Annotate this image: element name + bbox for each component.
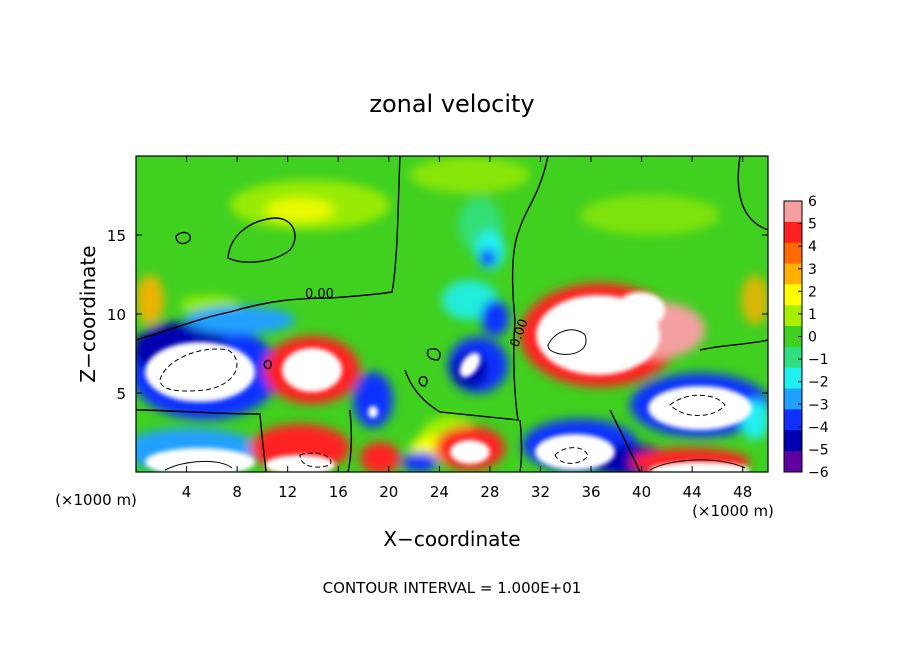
x-unit-label-left: (×1000 m) [55,491,137,509]
x-axis-label: X−coordinate [383,527,520,551]
y-axis-label: Z−coordinate [76,245,100,382]
colorbar-swatch [784,242,802,265]
x-tick-label: 32 [531,483,550,501]
x-tick-label: 36 [581,483,600,501]
colorbar-tick-label: −5 [808,442,829,458]
contour-label: 0.00 [305,287,334,302]
colorbar-swatch [784,346,802,369]
colorbar-swatch [784,263,802,285]
colorbar-tick-label: 5 [808,217,817,233]
y-axis: 5 10 15 [107,227,768,403]
colorbar-swatch [784,430,802,452]
y-tick-label: 15 [107,227,126,245]
colorbar-tick-label: 0 [808,330,817,346]
x-tick-label: 44 [683,483,702,501]
x-tick-label: 12 [278,483,297,501]
colorbar-tick-label: 2 [808,284,817,300]
colorbar: 6 5 4 3 2 1 0 −1 −2 −3 −4 −5 −6 [783,194,829,481]
colorbar-swatch [784,409,802,431]
contour-interval-note: CONTOUR INTERVAL = 1.000E+01 [323,579,582,597]
colorbar-swatch [784,388,802,410]
colorbar-tick-label: −3 [808,397,829,413]
x-tick-label: 24 [430,483,449,501]
x-tick-label: 28 [480,483,499,501]
colorbar-tick-label: 3 [808,262,817,278]
heatmap-field [136,156,768,472]
x-axis: 4 8 12 16 20 24 28 32 36 40 44 48 [182,156,752,501]
colorbar-tick-label: −6 [808,465,829,481]
colorbar-tick-label: 6 [808,194,817,210]
contour-lines [136,156,768,472]
colorbar-tick-label: −4 [808,420,829,436]
y-tick-label: 10 [107,306,126,324]
chart-title: zonal velocity [369,90,534,118]
colorbar-tick-label: −1 [808,352,829,368]
colorbar-swatch [784,367,802,390]
colorbar-swatch [784,221,802,244]
x-tick-label: 20 [379,483,398,501]
colorbar-tick-label: 4 [808,239,817,255]
x-tick-label: 4 [182,483,192,501]
y-tick-label: 5 [116,385,126,403]
x-tick-label: 16 [329,483,348,501]
x-tick-label: 40 [632,483,651,501]
x-tick-label: 8 [232,483,242,501]
colorbar-swatch [784,326,802,348]
colorbar-swatch [784,201,802,223]
colorbar-tick-label: 1 [808,307,817,323]
colorbar-swatch [784,305,802,327]
colorbar-swatch [784,451,802,473]
colorbar-tick-label: −2 [808,375,829,391]
x-tick-label: 48 [733,483,752,501]
x-unit-label-right: (×1000 m) [692,502,774,520]
colorbar-swatch [784,284,802,306]
